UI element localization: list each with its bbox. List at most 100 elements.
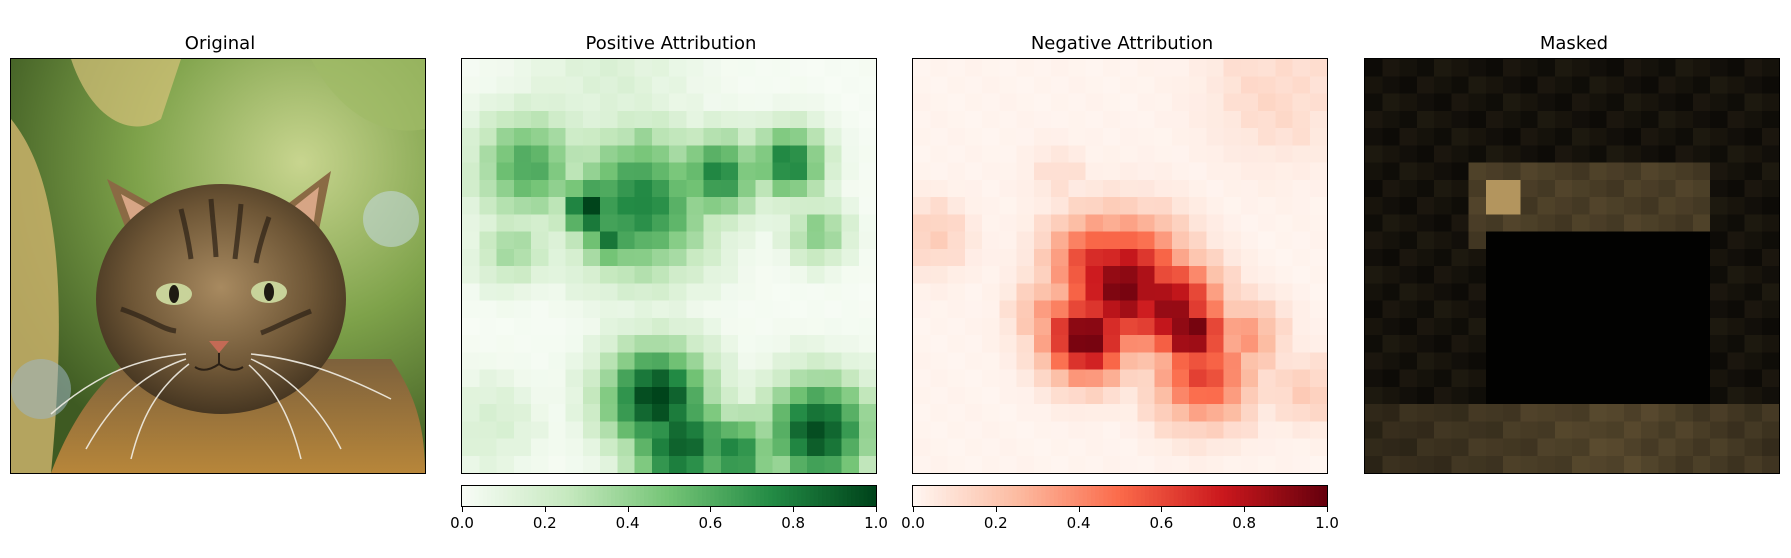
negative-cell — [1240, 214, 1259, 233]
positive-cell — [755, 404, 774, 422]
negative-colorbar-segment — [1041, 486, 1046, 506]
positive-cell — [686, 248, 705, 267]
positive-cell — [772, 283, 791, 302]
negative-cell — [913, 162, 931, 181]
negative-cell — [1068, 162, 1087, 181]
negative-cell — [982, 455, 1000, 473]
masked-cell — [1399, 248, 1418, 267]
masked-cell — [1399, 93, 1418, 112]
negative-cell — [1051, 438, 1069, 457]
negative-cell — [930, 128, 949, 146]
negative-cell — [1051, 110, 1069, 129]
masked-cell — [1503, 317, 1521, 336]
positive-cell — [807, 231, 825, 250]
negative-cell — [1102, 59, 1121, 77]
masked-cell — [1485, 352, 1504, 371]
negative-cell — [1292, 283, 1311, 302]
negative-cell — [1016, 438, 1035, 457]
positive-colorbar-segment — [594, 486, 600, 506]
masked-cell — [1658, 369, 1677, 388]
negative-cell — [1292, 266, 1311, 284]
masked-cell — [1641, 335, 1659, 353]
negative-cell — [1154, 317, 1173, 336]
masked-cell — [1692, 421, 1711, 440]
masked-cell — [1589, 231, 1608, 250]
masked-cell — [1727, 266, 1746, 284]
negative-cell — [1223, 162, 1242, 181]
positive-cell — [634, 283, 653, 302]
negative-colorbar-segment — [1103, 486, 1109, 506]
negative-cell — [1085, 110, 1104, 129]
positive-colorbar-segment — [726, 486, 732, 506]
positive-cell — [669, 145, 687, 164]
masked-cell — [1658, 59, 1677, 77]
positive-colorbar-segment — [511, 486, 517, 506]
positive-cell — [600, 335, 618, 353]
negative-cell — [1051, 93, 1069, 112]
positive-cell — [513, 404, 532, 422]
negative-cell — [1120, 438, 1138, 457]
masked-cell — [1744, 179, 1763, 198]
negative-cell — [1292, 197, 1311, 215]
positive-cell — [634, 59, 653, 77]
masked-cell — [1485, 421, 1504, 440]
negative-cell — [913, 266, 931, 284]
negative-cell — [999, 438, 1018, 457]
masked-cell — [1606, 404, 1625, 422]
masked-cell — [1572, 404, 1590, 422]
negative-cell — [1292, 455, 1311, 473]
masked-cell — [1744, 317, 1763, 336]
positive-cell — [703, 421, 722, 440]
masked-cell — [1468, 197, 1487, 215]
masked-cell — [1727, 455, 1746, 473]
negative-cell — [1085, 455, 1104, 473]
masked-cell — [1554, 231, 1573, 250]
negative-cell — [1102, 162, 1121, 181]
negative-cell — [1016, 335, 1035, 353]
positive-colorbar-segment — [619, 486, 624, 506]
positive-cell — [617, 59, 636, 77]
negative-cell — [1309, 266, 1327, 284]
positive-cell — [738, 162, 756, 181]
negative-cell — [1206, 404, 1225, 422]
negative-colorbar-segment — [1165, 486, 1171, 506]
positive-cell — [496, 179, 515, 198]
masked-cell — [1503, 76, 1521, 95]
positive-cell — [807, 162, 825, 181]
positive-cell — [617, 179, 636, 198]
positive-cell — [634, 93, 653, 112]
masked-cell — [1451, 179, 1470, 198]
negative-cell — [947, 352, 966, 371]
masked-cell — [1365, 162, 1383, 181]
masked-cell — [1675, 110, 1694, 129]
masked-cell — [1365, 369, 1383, 388]
masked-cell — [1589, 145, 1608, 164]
negative-cell — [913, 283, 931, 302]
masked-cell — [1761, 197, 1779, 215]
masked-cell — [1761, 421, 1779, 440]
positive-cell — [565, 335, 584, 353]
negative-cell — [1137, 179, 1156, 198]
positive-cell — [565, 266, 584, 284]
masked-cell — [1572, 179, 1590, 198]
negative-cell — [1189, 248, 1207, 267]
masked-cell — [1692, 231, 1711, 250]
negative-cell — [930, 404, 949, 422]
positive-cell — [531, 438, 549, 457]
positive-cell — [531, 300, 549, 319]
masked-cell — [1468, 352, 1487, 371]
positive-cell — [858, 283, 876, 302]
positive-cell — [513, 335, 532, 353]
negative-cell — [1120, 421, 1138, 440]
masked-cell — [1399, 283, 1418, 302]
positive-cell — [513, 248, 532, 267]
masked-cell — [1623, 59, 1642, 77]
negative-cell — [1171, 214, 1190, 233]
masked-cell — [1416, 335, 1435, 353]
masked-cell — [1761, 335, 1779, 353]
negative-cell — [1171, 248, 1190, 267]
negative-colorbar-segment — [1124, 486, 1129, 506]
positive-colorbar-segment — [702, 486, 707, 506]
masked-cell — [1399, 76, 1418, 95]
positive-cell — [531, 421, 549, 440]
